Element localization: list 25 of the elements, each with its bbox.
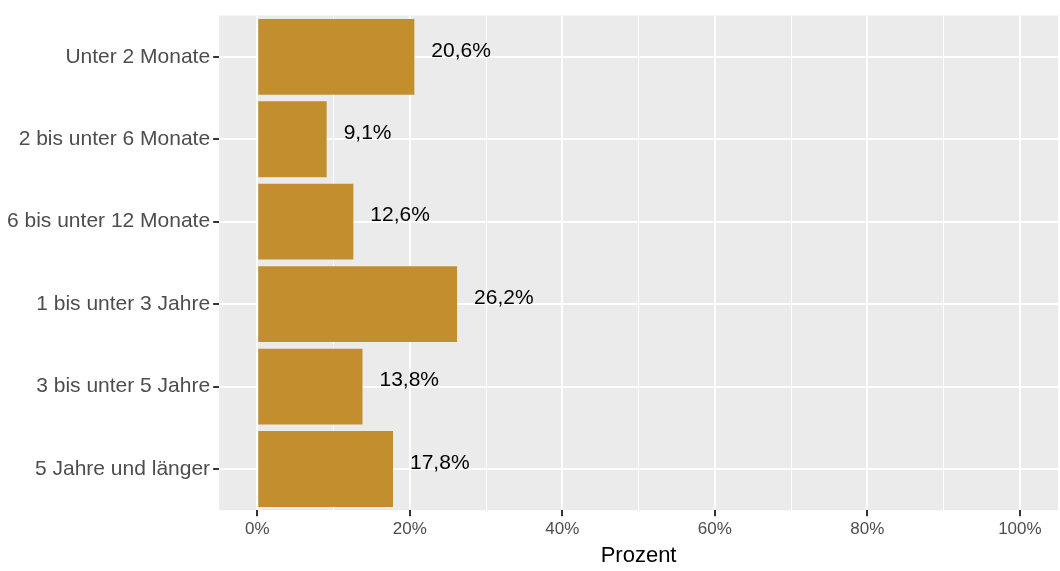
bar [258,431,394,507]
x-tick-label: 0% [244,519,270,539]
x-tick-label: 40% [545,519,580,539]
bar [258,348,363,425]
x-tick-label: 60% [697,519,732,539]
data-label: 12,6% [370,202,430,226]
bar [258,183,354,260]
data-label: 9,1% [343,120,392,144]
y-tick-label: 6 bis unter 12 Monate [6,208,211,232]
y-tick-label: 1 bis unter 3 Jahre [36,290,211,314]
data-label: 26,2% [474,284,534,308]
y-tick-label: Unter 2 Monate [65,43,211,67]
bar [258,266,458,343]
data-label: 17,8% [410,449,470,473]
x-tick-label: 20% [392,519,427,539]
x-tick-label: 80% [850,519,885,539]
y-tick-label: 5 Jahre und länger [34,455,211,479]
x-tick-label: 100% [998,519,1042,539]
bar [258,18,415,95]
data-label: 20,6% [431,37,491,61]
bar [258,101,327,178]
y-tick-label: 2 bis unter 6 Monate [18,126,211,150]
data-label: 13,8% [379,367,440,391]
y-tick-label: 3 bis unter 5 Jahre [36,373,211,397]
x-axis-title: Prozent [600,541,677,567]
